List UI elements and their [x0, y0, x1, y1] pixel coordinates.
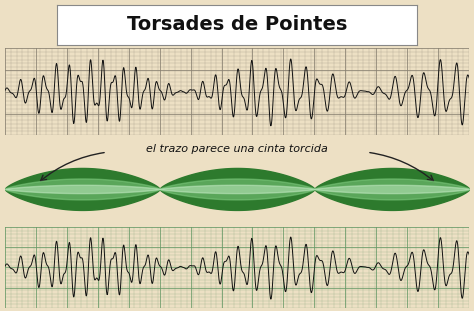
- Text: el trazo parece una cinta torcida: el trazo parece una cinta torcida: [146, 144, 328, 154]
- Text: Torsades de Pointes: Torsades de Pointes: [127, 15, 347, 35]
